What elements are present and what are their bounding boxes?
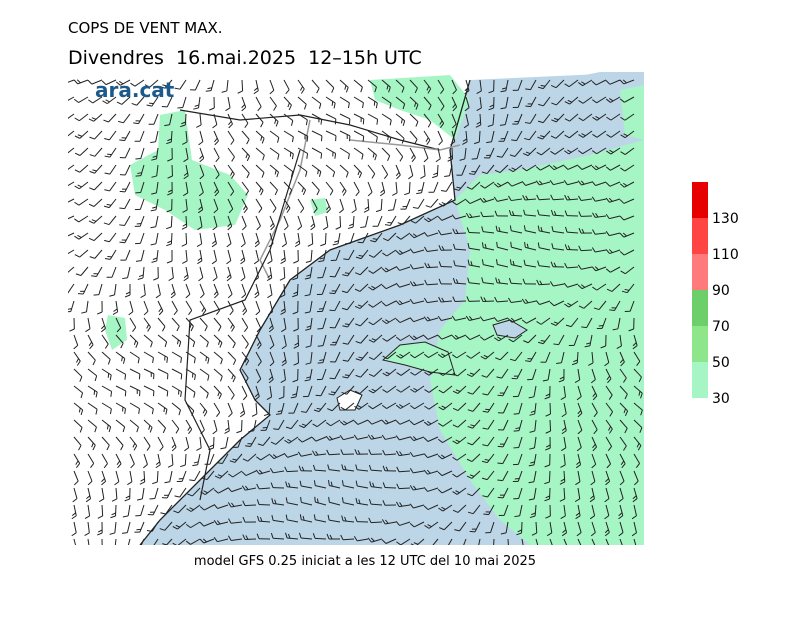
footer: model GFS 0.25 iniciat a les 12 UTC del … [194,554,536,569]
map: ara.cat [60,72,644,553]
barb-staff [581,250,592,251]
barb-staff [315,538,326,539]
title: COPS DE VENT MAX. [68,19,223,37]
colorbar-segment [692,218,708,254]
barb-staff [550,420,551,431]
barb-staff [539,199,550,200]
barb-staff [409,182,410,193]
barb-staff [455,301,466,302]
colorbar-segment [692,254,708,290]
barb-staff [469,232,480,233]
barb-staff [427,267,438,268]
colorbar-label: 50 [712,355,730,371]
barb-staff [242,80,243,91]
colorbar-segment [692,362,708,398]
barb-staff [185,114,186,125]
barb-staff [399,488,410,489]
barb-staff [245,505,256,506]
barb-staff [549,471,550,482]
colorbar-label: 110 [712,247,739,263]
barb-staff [340,216,341,227]
subtitle: Divendres 16.mai.2025 12–15h UTC [68,47,422,69]
colorbar-label: 90 [712,283,730,299]
barb-staff [171,131,172,142]
barb-staff [371,522,382,523]
barb-staff [186,233,187,244]
barb-staff [567,249,578,250]
barb-staff [455,233,466,234]
barb-staff [437,165,438,176]
barb-staff [553,199,564,200]
colorbar-label: 70 [712,319,730,335]
barb-staff [298,335,299,346]
barb-staff [102,505,103,516]
colorbar-label: 30 [712,391,730,407]
colorbar-label: 130 [712,211,739,227]
barb-staff [144,471,145,482]
barb-staff [452,148,453,159]
barb-staff [171,233,172,244]
colorbar-segment [692,290,708,326]
barb-staff [483,216,494,217]
barb-staff [171,216,172,227]
barb-staff [312,233,313,244]
barb-staff [287,471,298,472]
colorbar-segment [692,182,708,218]
barb-staff [259,504,270,505]
barb-staff [157,471,158,482]
barb-staff [185,454,186,465]
barb-staff [325,233,326,244]
colorbar-segment [692,326,708,362]
barb-staff [297,284,298,295]
barb-staff [479,131,480,142]
logo: ara.cat [95,78,175,102]
